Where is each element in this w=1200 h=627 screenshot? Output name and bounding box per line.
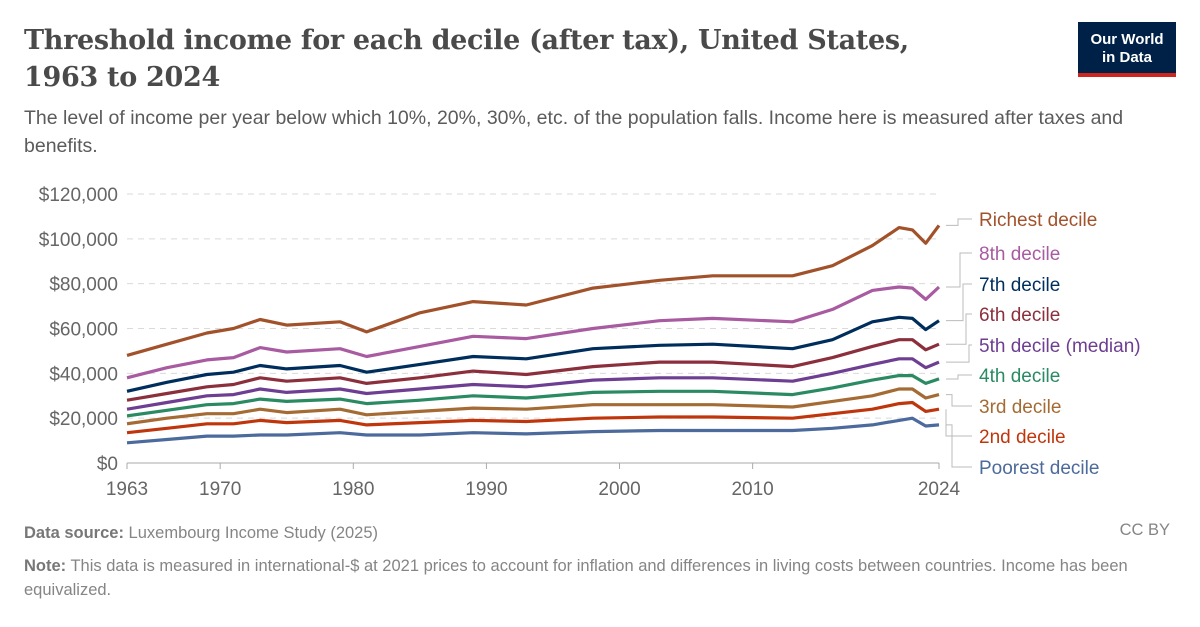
series-label: 6th decile: [979, 305, 1060, 326]
y-tick-label: $20,000: [49, 409, 118, 430]
series-line-9: [126, 416, 940, 445]
chart-title: Threshold income for each decile (after …: [24, 25, 909, 93]
x-tick-label: 2010: [731, 479, 773, 500]
owid-logo[interactable]: Our World in Data: [1078, 22, 1176, 77]
y-tick-label: $100,000: [39, 230, 118, 251]
label-connector: [946, 283, 972, 322]
series-line-2: [126, 285, 941, 380]
y-tick-label: $120,000: [39, 185, 118, 206]
chart-subtitle: The level of income per year below which…: [24, 107, 1124, 157]
series-label: Richest decile: [979, 210, 1097, 231]
series-label: 8th decile: [979, 244, 1060, 265]
note-label: Note:: [24, 557, 67, 575]
series-line-7: [126, 387, 940, 426]
license[interactable]: CC BY: [1119, 521, 1170, 539]
series-line-5: [126, 357, 940, 411]
label-connector: [946, 344, 972, 363]
source-text[interactable]: Luxembourg Income Study (2025): [128, 524, 379, 542]
label-connector: [946, 218, 972, 226]
series-label: 3rd decile: [979, 397, 1061, 418]
label-connector: [946, 394, 972, 407]
x-tick-label: 1980: [332, 479, 374, 500]
series-label: 7th decile: [979, 275, 1060, 296]
y-tick-label: $60,000: [49, 320, 118, 341]
series-line-3: [126, 315, 940, 393]
data-source: Data source: Luxembourg Income Study (20…: [24, 521, 378, 545]
x-tick-label: 2000: [598, 479, 640, 500]
series-label: 4th decile: [979, 366, 1060, 387]
label-connector: [946, 424, 972, 468]
x-tick-label: 1990: [465, 479, 507, 500]
logo-line-1: Our World: [1090, 31, 1164, 48]
series-line-1: [126, 224, 941, 357]
x-tick-label: 1963: [106, 479, 148, 500]
y-tick-label: $40,000: [49, 364, 118, 385]
label-connector: [946, 252, 972, 288]
series-label: 5th decile (median): [979, 336, 1141, 357]
label-connector: [946, 313, 972, 345]
x-tick-label: 2024: [918, 479, 961, 500]
logo-line-2: in Data: [1101, 49, 1152, 66]
series-label: 2nd decile: [979, 427, 1066, 448]
y-tick-label: $80,000: [49, 275, 118, 296]
x-tick-label: 1970: [199, 479, 241, 500]
note: Note: This data is measured in internati…: [24, 554, 1174, 602]
source-label: Data source:: [24, 524, 124, 542]
series-line-8: [126, 400, 940, 435]
y-tick-label: $0: [97, 454, 118, 475]
label-connector: [946, 374, 972, 380]
label-connector: [945, 409, 972, 437]
series-line-6: [126, 374, 940, 418]
series-label: Poorest decile: [979, 458, 1099, 479]
series-line-4: [126, 338, 940, 402]
note-text: This data is measured in international-$…: [24, 557, 1128, 599]
